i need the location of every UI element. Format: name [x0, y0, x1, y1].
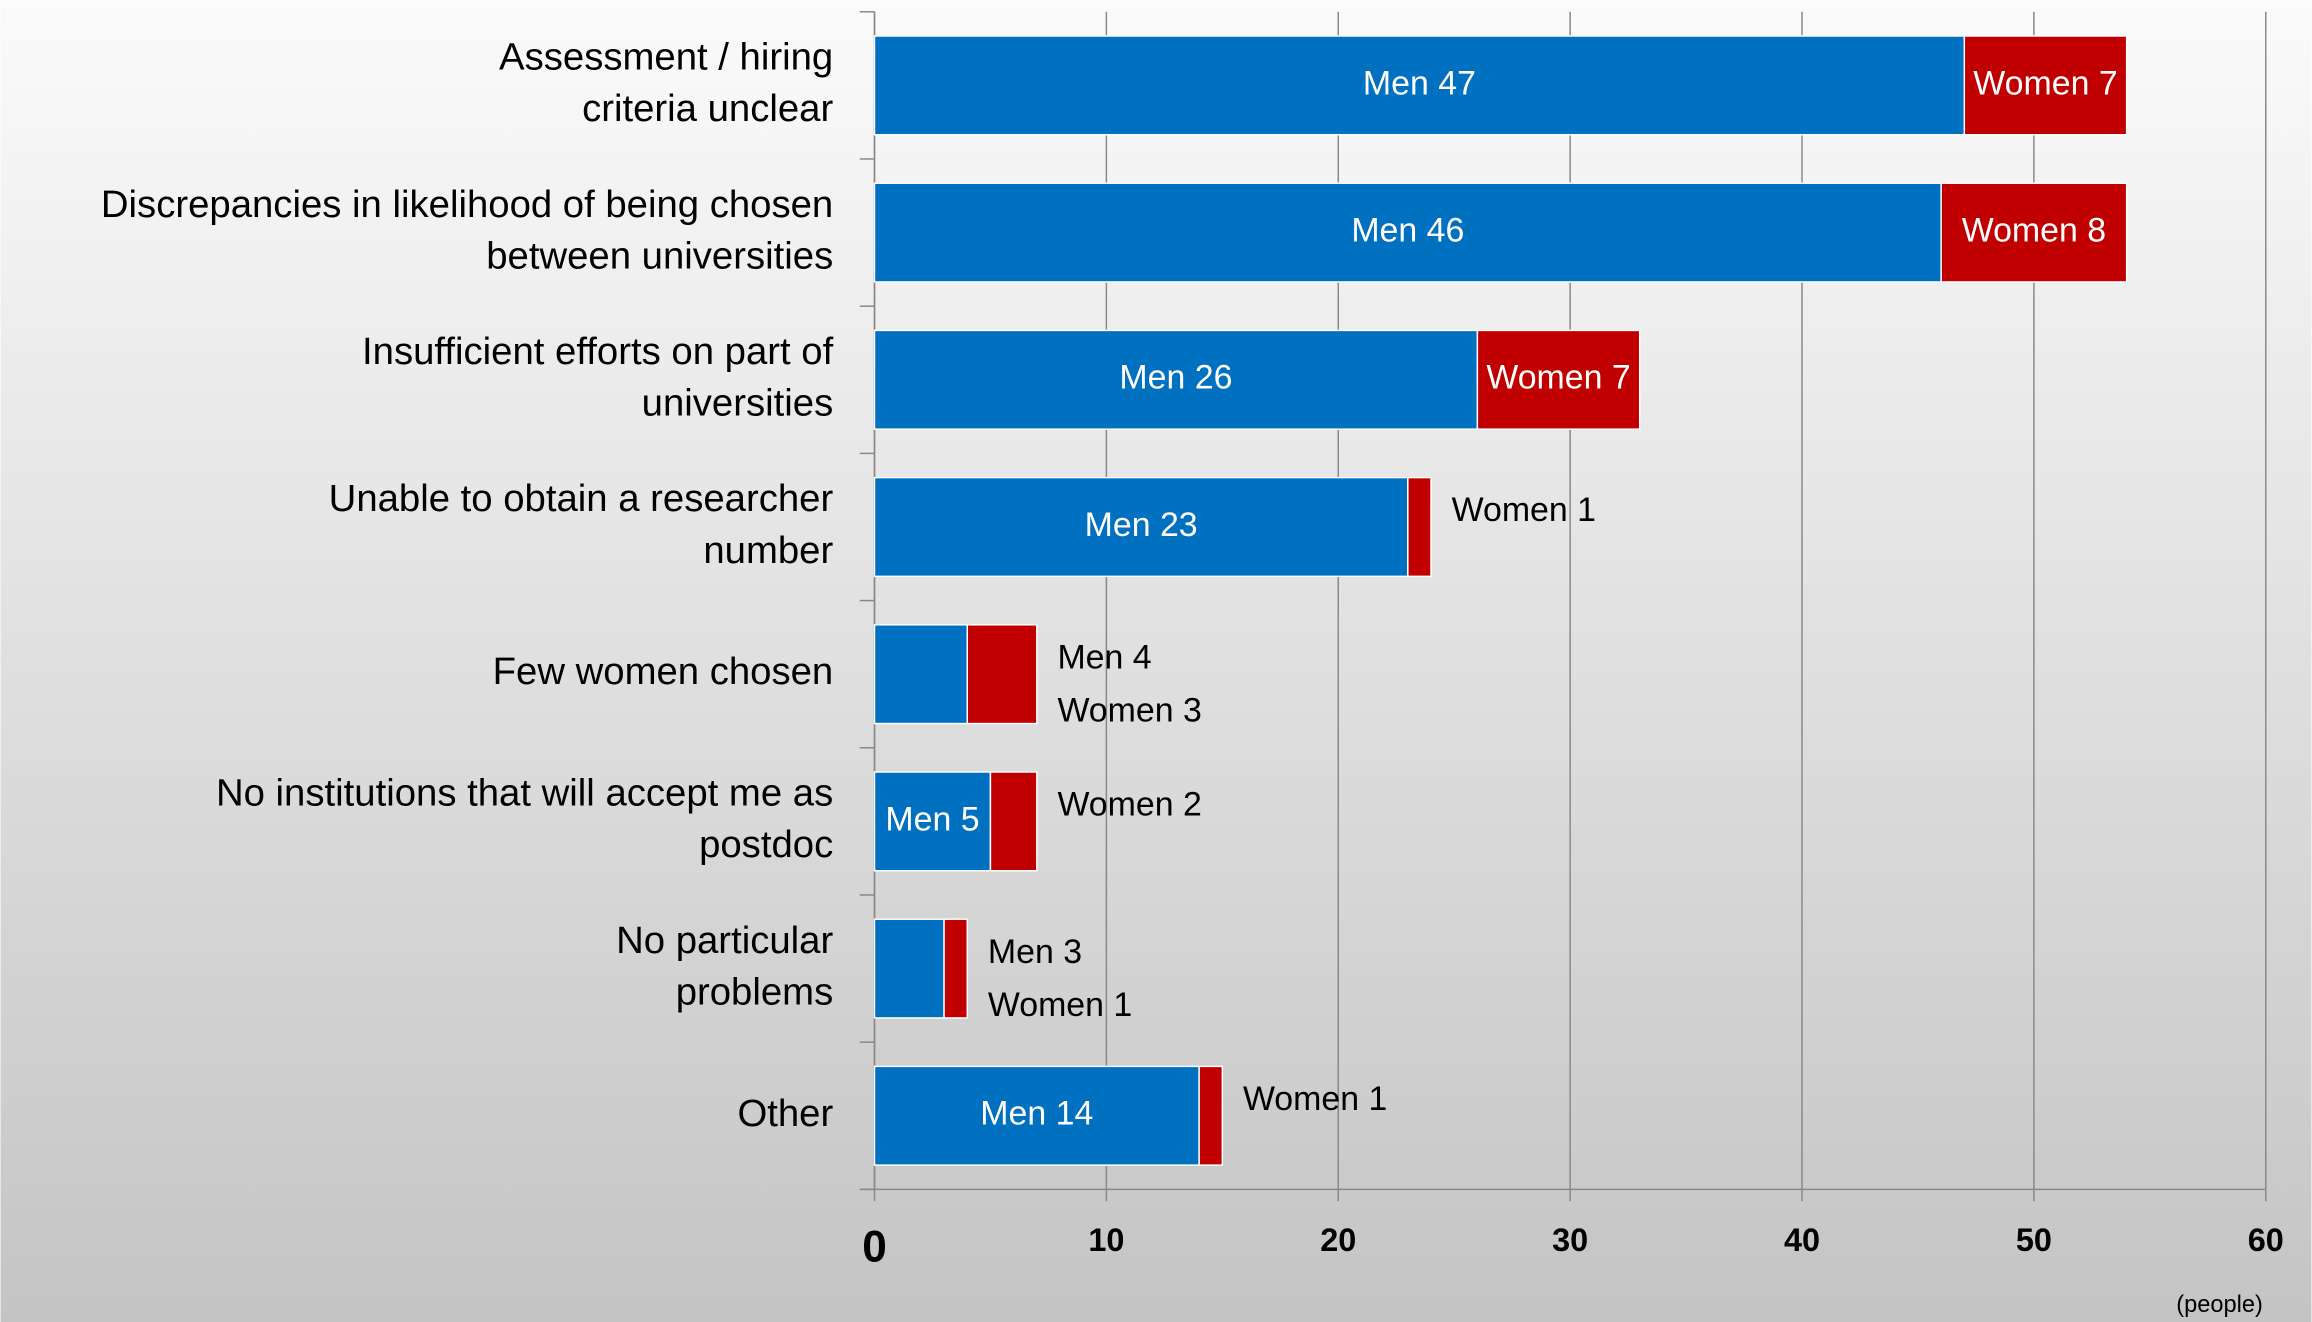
bar-segment: [1963, 35, 2128, 136]
data-label: Men 23: [1085, 506, 1198, 544]
bar-segment: [873, 1065, 1200, 1166]
category-label: Assessment / hiring criteria unclear: [499, 36, 833, 131]
bar-segment: [1407, 476, 1432, 578]
data-label: Women 3: [1057, 691, 1201, 729]
data-label: Women 7: [1973, 64, 2117, 102]
data-label: Men 26: [1119, 359, 1232, 397]
data-label: Men 4: [1057, 638, 1151, 676]
data-label: Women 1: [1452, 491, 1596, 529]
x-tick-label: 50: [2016, 1222, 2052, 1258]
bar-segment: [873, 35, 1966, 136]
bar-segment: [873, 329, 1479, 430]
bar-segment: [873, 918, 945, 1019]
bar-segment: [966, 624, 1038, 725]
data-label: Women 8: [1962, 212, 2106, 250]
bar-segment: [1198, 1065, 1224, 1166]
data-label: Men 46: [1351, 212, 1464, 250]
x-tick-label: 20: [1320, 1222, 1356, 1258]
data-label: Women 1: [1243, 1080, 1387, 1118]
bar-segment: [989, 771, 1038, 872]
category-label: No institutions that will accept me as po…: [216, 772, 833, 867]
x-tick-label: 10: [1088, 1222, 1124, 1258]
x-tick-label: 0: [862, 1222, 887, 1271]
bar-segment: [873, 624, 968, 725]
bar-segment: [873, 182, 1942, 283]
category-label: Few women chosen: [493, 650, 834, 693]
data-label: Men 14: [980, 1095, 1093, 1133]
bar-segment: [1476, 329, 1641, 430]
category-label: Insufficient efforts on part of universit…: [362, 330, 834, 425]
category-label: Discrepancies in likelihood of being cho…: [101, 183, 833, 278]
bar-segment: [943, 918, 968, 1019]
category-label: Other: [737, 1092, 833, 1135]
data-label: Men 47: [1363, 64, 1476, 102]
x-tick-label: 60: [2248, 1222, 2284, 1258]
data-label: Women 7: [1486, 359, 1630, 397]
x-tick-label: 30: [1552, 1222, 1588, 1258]
bar-segment: [1940, 182, 2128, 283]
data-label: Men 3: [988, 933, 1082, 971]
category-label: Unable to obtain a researcher number: [329, 477, 834, 572]
data-label: Women 2: [1057, 786, 1201, 824]
bar-segment: [873, 476, 1409, 578]
x-axis-label: (people): [2176, 1291, 2263, 1317]
data-label: Women 1: [988, 986, 1132, 1024]
data-label: Men 5: [885, 800, 979, 838]
x-tick-label: 40: [1784, 1222, 1820, 1258]
category-label: No particular problems: [616, 919, 833, 1014]
